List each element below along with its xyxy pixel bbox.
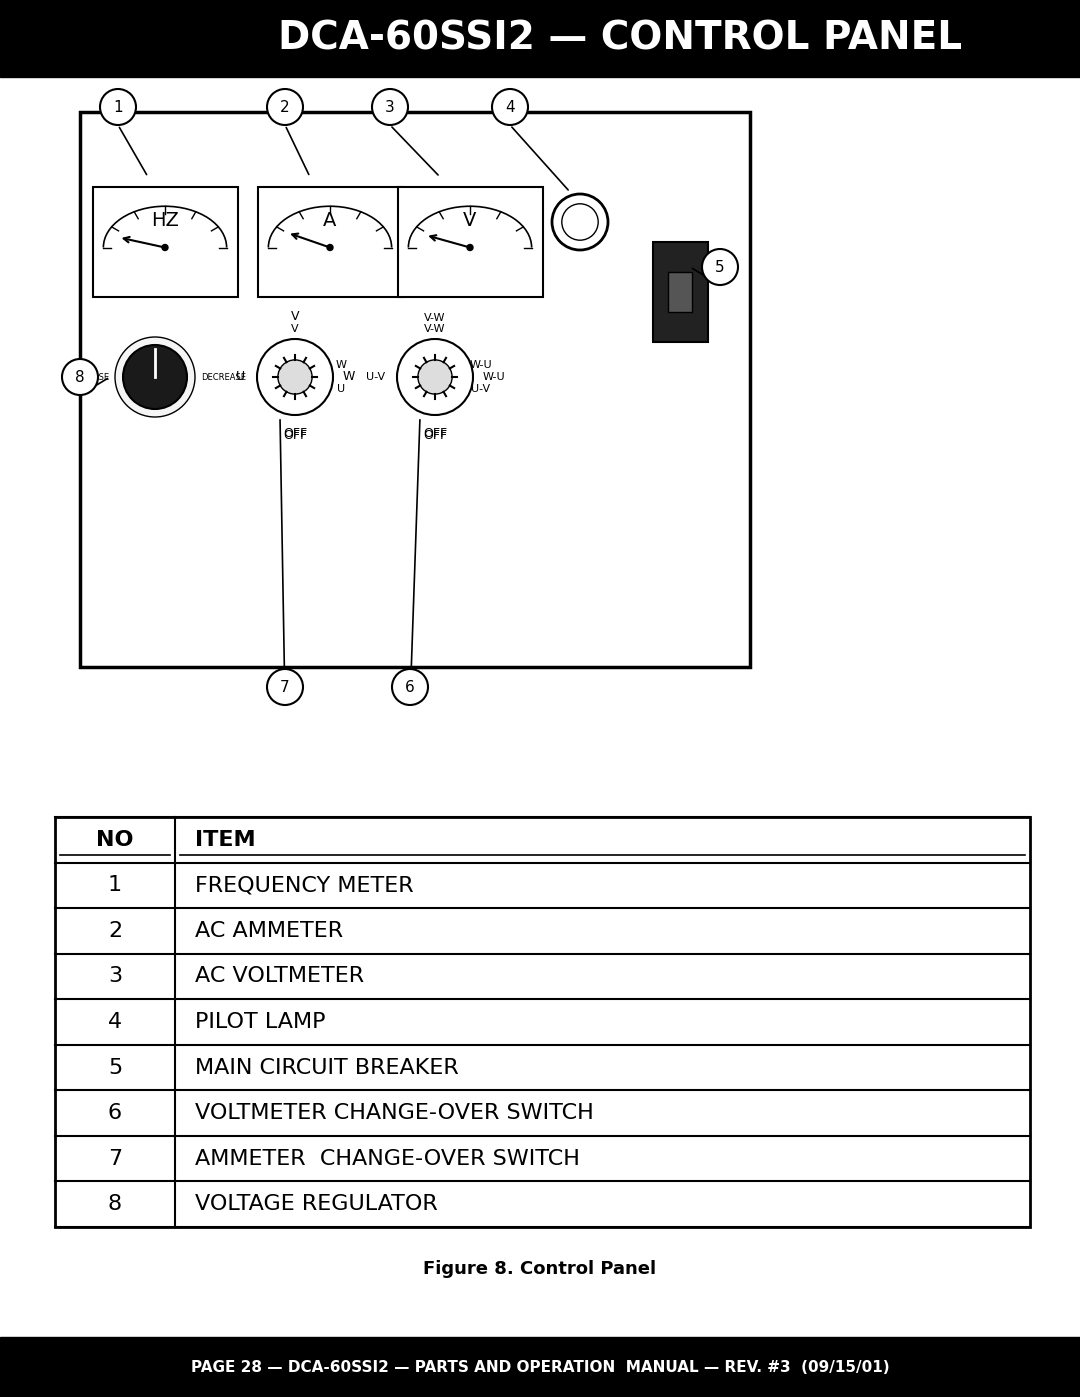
Text: 2: 2 (108, 921, 122, 942)
Circle shape (62, 359, 98, 395)
Circle shape (492, 89, 528, 124)
Text: 7: 7 (108, 1148, 122, 1169)
Text: 8: 8 (108, 1194, 122, 1214)
Circle shape (114, 337, 195, 416)
Circle shape (257, 339, 333, 415)
Circle shape (702, 249, 738, 285)
Bar (55, 817, 1030, 1227)
Text: 5: 5 (715, 260, 725, 274)
Text: V: V (292, 324, 299, 334)
Circle shape (418, 360, 453, 394)
Text: PAGE 28 — DCA-60SSI2 — PARTS AND OPERATION  MANUAL — REV. #3  (09/15/01): PAGE 28 — DCA-60SSI2 — PARTS AND OPERATI… (191, 1359, 889, 1375)
Text: 5: 5 (108, 1058, 122, 1077)
Text: 7: 7 (280, 679, 289, 694)
Text: U-V: U-V (471, 384, 490, 394)
Text: HZ: HZ (151, 211, 179, 229)
Circle shape (100, 89, 136, 124)
Text: Figure 8. Control Panel: Figure 8. Control Panel (423, 1260, 657, 1278)
Circle shape (372, 89, 408, 124)
Text: 6: 6 (405, 679, 415, 694)
Text: AC AMMETER: AC AMMETER (195, 921, 343, 942)
Circle shape (267, 669, 303, 705)
Text: V: V (463, 211, 476, 229)
Text: 4: 4 (108, 1011, 122, 1032)
Bar (0, 1337, 1080, 1397)
Circle shape (467, 244, 473, 250)
Bar (669, 272, 692, 312)
Circle shape (123, 345, 187, 409)
Bar (397, 187, 542, 298)
Text: INCREASE: INCREASE (67, 373, 109, 381)
Text: NO: NO (96, 830, 134, 849)
Text: V-W: V-W (424, 313, 446, 323)
Text: U-V: U-V (366, 372, 384, 381)
Text: 1: 1 (113, 99, 123, 115)
Text: DCA-60SSI2 — CONTROL PANEL: DCA-60SSI2 — CONTROL PANEL (278, 20, 962, 59)
Text: AC VOLTMETER: AC VOLTMETER (195, 967, 364, 986)
Text: W: W (343, 370, 355, 384)
Text: W-U: W-U (470, 359, 492, 370)
Text: U: U (337, 384, 345, 394)
Text: VOLTMETER CHANGE-OVER SWITCH: VOLTMETER CHANGE-OVER SWITCH (195, 1104, 594, 1123)
Text: AMMETER  CHANGE-OVER SWITCH: AMMETER CHANGE-OVER SWITCH (195, 1148, 580, 1169)
Circle shape (552, 194, 608, 250)
Text: PILOT LAMP: PILOT LAMP (195, 1011, 325, 1032)
Circle shape (267, 89, 303, 124)
Text: 8: 8 (76, 369, 85, 384)
Circle shape (392, 669, 428, 705)
Bar (652, 242, 707, 342)
Text: W-U: W-U (483, 372, 505, 381)
Text: ITEM: ITEM (195, 830, 256, 849)
Circle shape (278, 360, 312, 394)
Circle shape (327, 244, 333, 250)
Text: A: A (323, 211, 337, 229)
Text: 3: 3 (386, 99, 395, 115)
Text: 2: 2 (280, 99, 289, 115)
Text: V: V (291, 310, 299, 323)
Bar (93, 187, 238, 298)
Circle shape (397, 339, 473, 415)
Text: DECREASE: DECREASE (201, 373, 246, 381)
Text: OFF: OFF (423, 427, 447, 440)
Text: 3: 3 (108, 967, 122, 986)
Text: OFF: OFF (423, 429, 447, 441)
Text: VOLTAGE REGULATOR: VOLTAGE REGULATOR (195, 1194, 437, 1214)
Text: OFF: OFF (283, 427, 307, 440)
Bar (0, 0, 1080, 77)
Text: 4: 4 (505, 99, 515, 115)
Text: FREQUENCY METER: FREQUENCY METER (195, 876, 414, 895)
Bar (257, 187, 403, 298)
Text: MAIN CIRCUIT BREAKER: MAIN CIRCUIT BREAKER (195, 1058, 459, 1077)
Circle shape (562, 204, 598, 240)
Bar (80, 112, 750, 666)
Text: U: U (235, 370, 245, 384)
Text: 6: 6 (108, 1104, 122, 1123)
Text: OFF: OFF (283, 429, 307, 441)
Text: W: W (336, 359, 347, 370)
Circle shape (162, 244, 168, 250)
Text: V-W: V-W (424, 324, 446, 334)
Text: 1: 1 (108, 876, 122, 895)
